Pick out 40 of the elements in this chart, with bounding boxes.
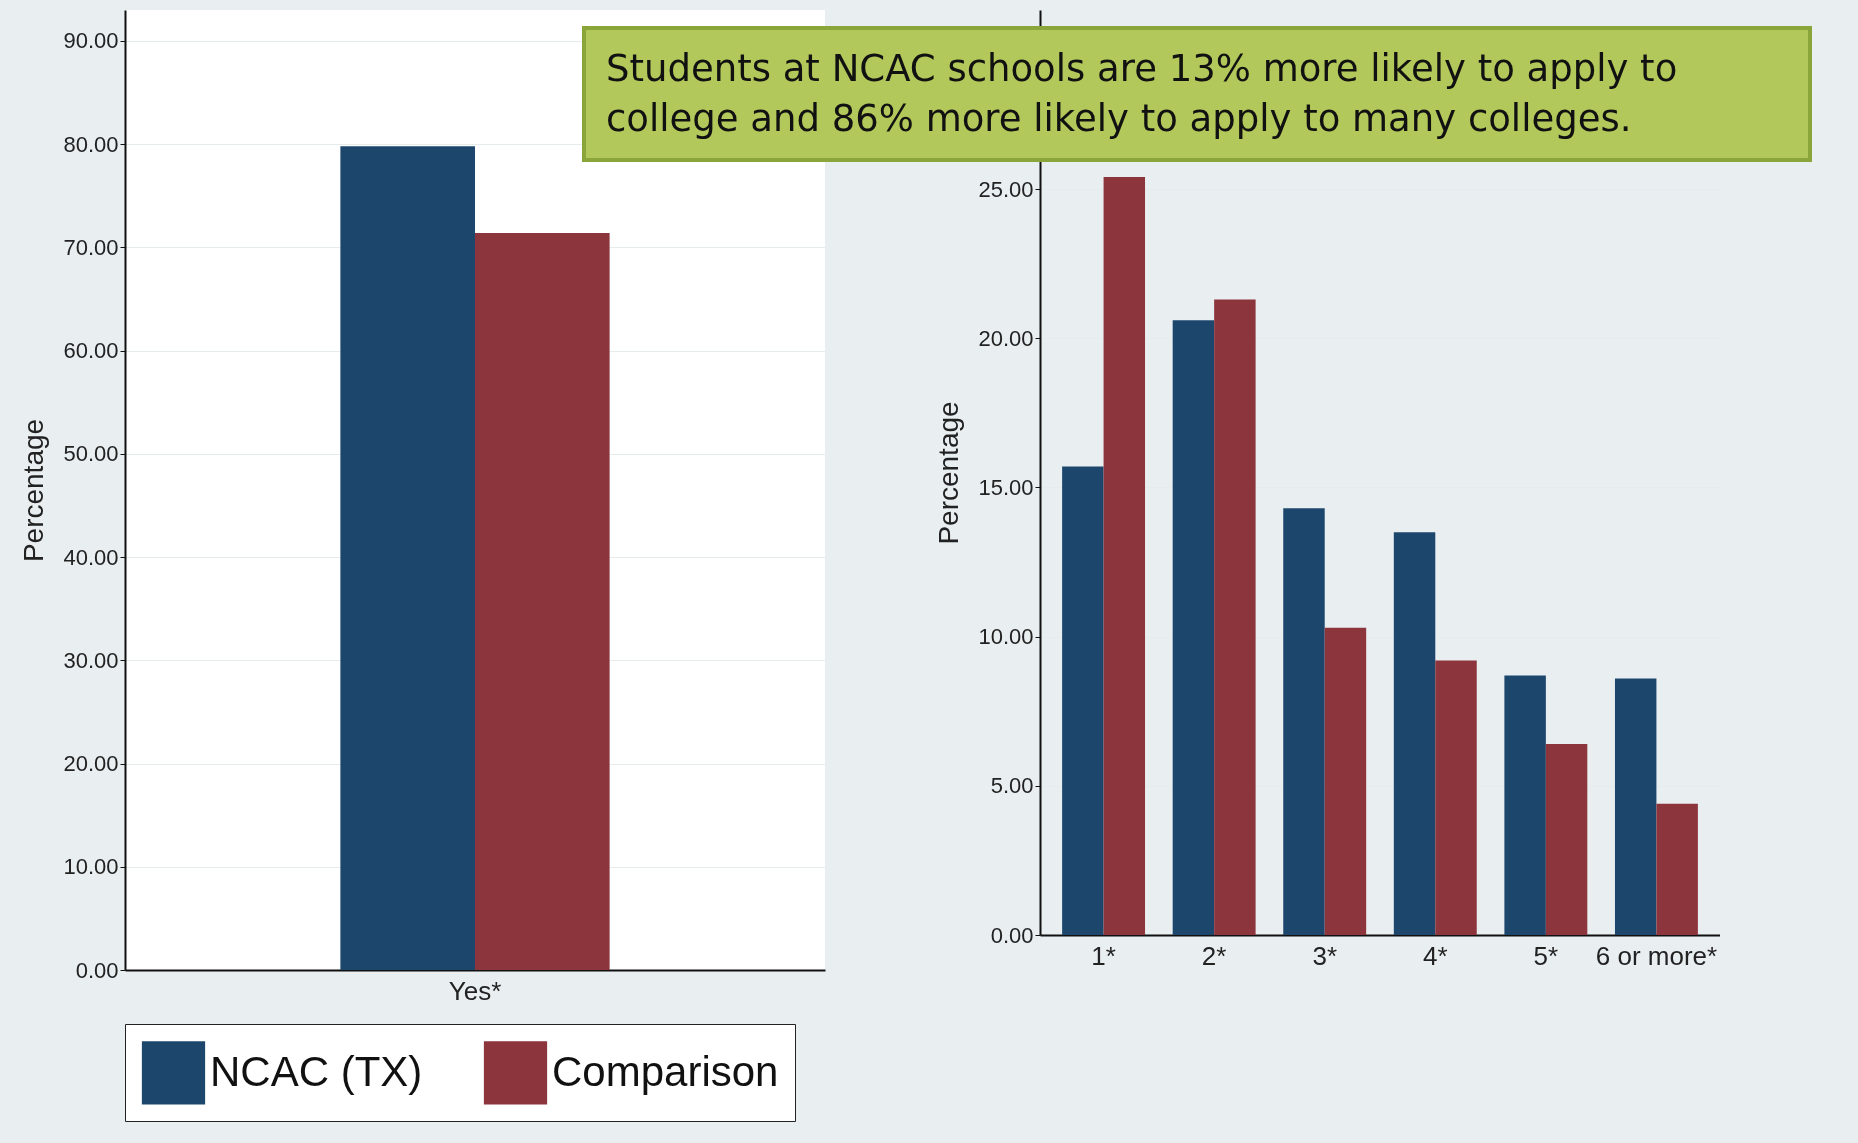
bar	[1172, 320, 1215, 935]
y-tick-label: 25.00	[978, 176, 1034, 202]
y-tick-label: 40.00	[63, 544, 119, 570]
y-tick-label: 60.00	[63, 338, 119, 364]
y-tick-label: 15.00	[978, 474, 1034, 500]
y-axis-title: Percentage	[18, 418, 50, 563]
y-tick-label: 20.00	[978, 325, 1034, 351]
y-tick-label: 50.00	[63, 441, 119, 467]
x-tick-label: 3*	[1312, 940, 1337, 971]
x-tick-label: 6 or more*	[1595, 940, 1718, 971]
legend-label: Comparison	[552, 1047, 779, 1095]
y-tick-label: 20.00	[63, 751, 119, 777]
bar	[1435, 660, 1477, 935]
x-tick-label: 1*	[1091, 940, 1116, 971]
bar	[1545, 744, 1588, 935]
bar	[1214, 299, 1256, 935]
x-tick-label: 4*	[1423, 940, 1448, 971]
text-box: Students at NCAC schools are 13% more likely to apply to college and 86% more likely to apply to many colleges.	[582, 26, 1812, 162]
bar	[1324, 627, 1367, 935]
y-tick-label: 10.00	[978, 624, 1034, 650]
bar	[1103, 177, 1146, 935]
y-tick-label: 30.00	[63, 647, 119, 673]
bar	[1656, 803, 1698, 935]
x-tick-label: 5*	[1533, 940, 1559, 971]
y-tick-label: 90.00	[63, 28, 119, 54]
bar	[1504, 675, 1546, 935]
y-axis-title: Percentage	[933, 401, 965, 545]
y-tick-label: 0.00	[990, 922, 1034, 948]
y-tick-label: 0.00	[75, 957, 119, 983]
bar	[1393, 532, 1436, 935]
x-tick-label: Yes*	[448, 975, 502, 1006]
y-tick-label: 10.00	[63, 854, 119, 880]
x-tick-label: 2*	[1201, 940, 1227, 971]
bar	[1614, 678, 1657, 935]
y-tick-label: 80.00	[63, 131, 119, 157]
y-tick-label: 70.00	[63, 234, 119, 260]
y-tick-label: 5.00	[990, 773, 1034, 799]
bar	[1283, 508, 1325, 935]
bar	[1062, 466, 1104, 935]
legend-label: NCAC (TX)	[210, 1047, 423, 1095]
